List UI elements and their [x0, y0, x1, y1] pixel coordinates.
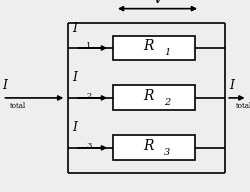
Text: 3: 3	[164, 148, 170, 157]
Text: I: I	[72, 121, 78, 134]
Text: 2: 2	[164, 98, 170, 107]
Text: 1: 1	[164, 48, 170, 57]
Bar	[112, 135, 195, 160]
Text: total: total	[236, 102, 250, 110]
Text: total: total	[10, 102, 26, 110]
Text: R: R	[144, 39, 154, 53]
Bar	[112, 36, 195, 60]
Bar	[112, 85, 195, 110]
Text: I: I	[2, 79, 7, 92]
Text: I: I	[72, 71, 78, 84]
Text: I: I	[72, 22, 78, 35]
Text: R: R	[144, 89, 154, 103]
Text: 2: 2	[86, 92, 92, 100]
Text: R: R	[144, 139, 154, 153]
Text: 1: 1	[86, 42, 92, 50]
Text: V: V	[152, 0, 163, 6]
Text: 3: 3	[86, 142, 92, 150]
Text: I: I	[229, 79, 234, 92]
